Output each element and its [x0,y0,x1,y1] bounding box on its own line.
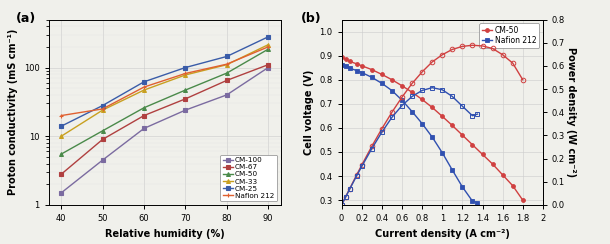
CM-50 [409,91,416,94]
CM-100 [99,159,106,162]
CM-67 [182,97,189,100]
CM-100 [57,191,65,194]
CM-50 [342,58,350,61]
Nafion 212 [398,99,406,102]
CM-50 [469,143,476,146]
Nafion 212 [223,63,231,66]
CM-33 [57,135,65,138]
CM-50 [140,106,148,109]
CM-50 [223,72,231,75]
Line: CM-25: CM-25 [59,35,270,128]
Nafion 212 [449,169,456,172]
CM-50 [509,184,516,187]
CM-67 [265,63,272,66]
Legend: CM-50, Nafion 212: CM-50, Nafion 212 [479,23,539,48]
Nafion 212 [342,65,350,68]
CM-67 [99,138,106,141]
Nafion 212 [358,71,365,74]
CM-67 [223,79,231,82]
CM-50 [418,98,426,101]
CM-67 [57,173,65,176]
CM-25 [99,104,106,107]
Nafion 212 [418,122,426,125]
CM-25 [140,80,148,83]
Nafion 212 [140,86,148,89]
CM-50 [519,199,526,202]
Line: CM-100: CM-100 [59,66,270,195]
Y-axis label: Cell voltage (V): Cell voltage (V) [304,70,314,155]
Nafion 212 [57,114,65,117]
Nafion 212 [439,151,446,154]
Nafion 212 [474,201,481,204]
CM-50 [439,115,446,118]
Nafion 212 [346,67,353,70]
Nafion 212 [409,110,416,113]
Nafion 212 [368,76,376,79]
Nafion 212 [353,69,361,72]
Nafion 212 [459,185,466,188]
CM-50 [182,89,189,92]
CM-25 [265,35,272,38]
CM-50 [499,173,506,176]
CM-50 [99,129,106,132]
Line: CM-33: CM-33 [59,43,270,138]
CM-100 [140,127,148,130]
CM-25 [57,125,65,128]
Line: Nafion 212: Nafion 212 [340,63,479,204]
CM-25 [223,55,231,58]
Text: (b): (b) [301,12,322,25]
CM-50 [398,84,406,87]
CM-25 [182,66,189,69]
Nafion 212 [389,89,396,92]
CM-33 [182,73,189,76]
Nafion 212 [469,200,476,203]
Nafion 212 [265,45,272,48]
CM-100 [265,66,272,69]
CM-33 [265,43,272,46]
CM-50 [429,106,436,109]
Line: Nafion 212: Nafion 212 [59,45,270,118]
CM-50 [358,64,365,67]
CM-50 [57,153,65,156]
CM-50 [346,60,353,63]
Nafion 212 [99,107,106,110]
CM-67 [140,114,148,117]
X-axis label: Current density (A cm⁻²): Current density (A cm⁻²) [375,229,510,239]
CM-50 [353,62,361,65]
Line: CM-50: CM-50 [340,55,525,202]
CM-50 [265,48,272,51]
CM-50 [368,68,376,71]
CM-50 [479,153,486,156]
Nafion 212 [182,72,189,75]
Nafion 212 [338,63,345,66]
CM-50 [489,163,497,165]
CM-50 [449,124,456,127]
Y-axis label: Proton conductivity (mS cm⁻¹): Proton conductivity (mS cm⁻¹) [9,29,18,195]
Legend: CM-100, CM-67, CM-50, CM-33, CM-25, Nafion 212: CM-100, CM-67, CM-50, CM-33, CM-25, Nafi… [220,154,277,201]
Nafion 212 [378,82,386,85]
Text: (a): (a) [16,12,37,25]
CM-50 [378,73,386,76]
CM-50 [389,78,396,81]
Y-axis label: Power density (W cm⁻²): Power density (W cm⁻²) [566,47,576,177]
CM-50 [459,134,466,137]
CM-50 [338,55,345,58]
CM-100 [223,93,231,96]
CM-33 [223,63,231,66]
Line: CM-50: CM-50 [59,47,270,156]
Line: CM-67: CM-67 [59,63,270,176]
Nafion 212 [429,136,436,139]
X-axis label: Relative humidity (%): Relative humidity (%) [105,229,224,239]
CM-33 [140,89,148,92]
CM-100 [182,109,189,112]
CM-33 [99,109,106,112]
